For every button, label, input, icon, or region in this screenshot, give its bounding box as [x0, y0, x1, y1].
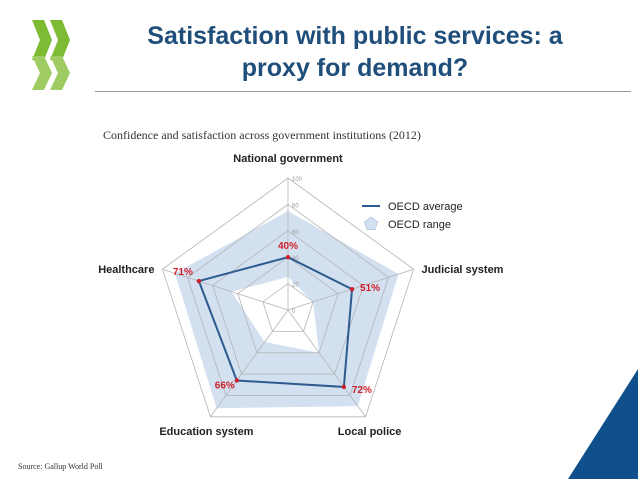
tick-label-60: 60 [292, 230, 299, 236]
logo-chevron-3 [32, 56, 52, 90]
title-divider [95, 91, 631, 92]
axis-spoke-2 [287, 309, 366, 418]
slide-title: Satisfaction with public services: a pro… [95, 20, 615, 84]
logo-chevron-1 [32, 20, 52, 60]
axis-label-1: Judicial system [422, 264, 504, 276]
axis-label-0: National government [233, 153, 343, 165]
legend-range-swatch [363, 216, 379, 230]
value-label-3: 66% [215, 380, 235, 391]
axis-spoke-4 [162, 268, 289, 311]
average-point-4 [196, 278, 202, 284]
slide-title-line1: Satisfaction with public services: a [147, 22, 563, 50]
tick-label-40: 40 [292, 256, 299, 262]
value-label-2: 72% [352, 385, 372, 396]
axis-label-4: Healthcare [98, 264, 154, 276]
oecd-average-line [197, 256, 354, 388]
average-point-3 [234, 378, 239, 383]
source-note: Source: Gallup World Poll [18, 462, 103, 471]
value-label-1: 51% [360, 283, 380, 294]
logo-chevron-4 [50, 56, 70, 90]
axis-label-2: Local police [338, 426, 402, 438]
tick-label-80: 80 [292, 203, 299, 209]
grid-ring-40 [237, 256, 339, 354]
slide-title-line2: proxy for demand? [241, 54, 469, 82]
chart-title: Confidence and satisfaction across gover… [103, 128, 421, 142]
legend-average-label: OECD average [388, 201, 463, 213]
radar-chart: 0 20 40 60 80 100 40% 51% 72% 66% 71% National gove… [98, 153, 504, 438]
legend-range-label: OECD range [388, 219, 451, 231]
grid-ring-80 [187, 203, 389, 396]
axis-spoke-3 [210, 309, 289, 418]
logo-chevron-2 [50, 20, 70, 60]
grid-ring-20 [262, 283, 314, 332]
axis-label-3: Education system [159, 426, 253, 438]
average-point-1 [349, 286, 355, 292]
tick-label-100: 100 [292, 177, 303, 183]
grid-ring-100 [161, 177, 415, 418]
average-point-2 [341, 384, 347, 390]
grid-ring-60 [212, 230, 364, 375]
oecd-logo [32, 20, 70, 90]
value-label-0: 40% [278, 241, 298, 252]
tick-label-20: 20 [292, 283, 299, 289]
tick-label-0: 0 [292, 309, 296, 315]
average-point-0 [285, 255, 291, 260]
corner-decoration [568, 369, 638, 479]
value-label-4: 71% [173, 267, 193, 278]
oecd-range-band [175, 211, 399, 409]
